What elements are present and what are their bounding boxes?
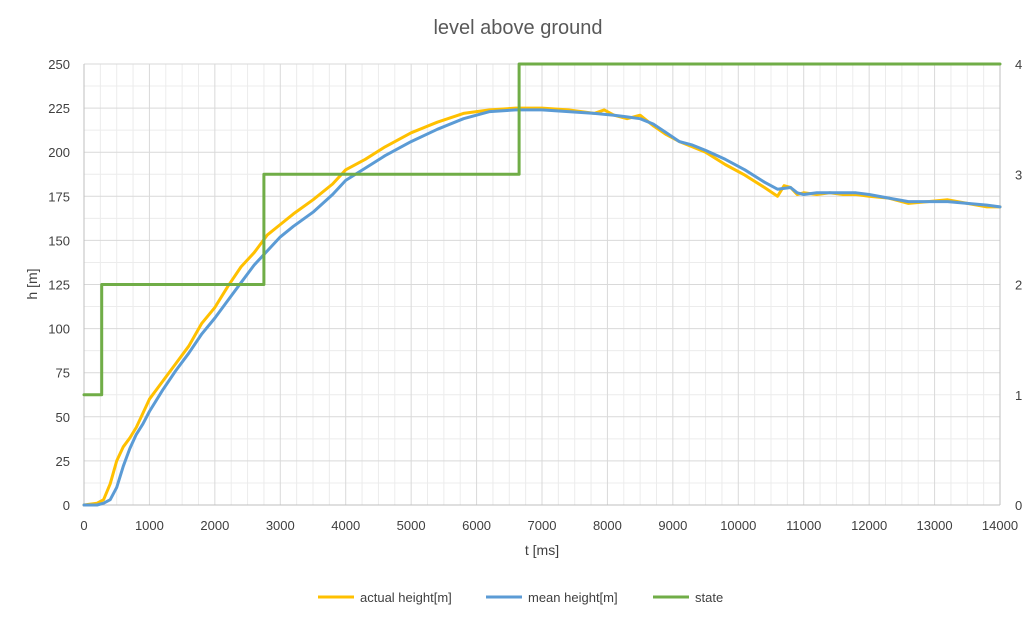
axes — [83, 64, 1001, 506]
y-tick-label: 150 — [48, 233, 70, 248]
y-tick-label: 25 — [56, 454, 70, 469]
x-tick-label: 4000 — [331, 518, 360, 533]
y2-tick-label: 3 — [1015, 167, 1022, 182]
y2-tick-label: 1 — [1015, 388, 1022, 403]
y-tick-label: 75 — [56, 366, 70, 381]
x-tick-label: 11000 — [786, 518, 821, 533]
tick-labels: 0 1000 2000 3000 4000 5000 6000 7000 8000 9000 100… — [48, 57, 1022, 533]
legend-label-state: state — [695, 590, 723, 605]
x-tick-label: 14000 — [982, 518, 1018, 533]
x-tick-label: 3000 — [266, 518, 295, 533]
y-axis-label: h [m] — [24, 268, 40, 299]
y-tick-label: 200 — [48, 145, 70, 160]
x-tick-label: 5000 — [397, 518, 426, 533]
y-tick-label: 50 — [56, 410, 70, 425]
y2-tick-label: 0 — [1015, 498, 1022, 513]
x-tick-label: 13000 — [916, 518, 952, 533]
x-tick-label: 9000 — [658, 518, 687, 533]
legend-label-actual-height: actual height[m] — [360, 590, 452, 605]
y-tick-label: 250 — [48, 57, 70, 72]
y-tick-label: 100 — [48, 322, 70, 337]
x-axis-label: t [ms] — [525, 542, 559, 558]
x-tick-label: 0 — [80, 518, 87, 533]
chart-title: level above ground — [433, 17, 602, 39]
grid — [83, 63, 1001, 506]
y2-tick-label: 4 — [1015, 57, 1022, 72]
series-layer — [82, 62, 1002, 507]
legend: actual height[m] mean height[m] state — [318, 590, 723, 605]
x-tick-label: 7000 — [528, 518, 557, 533]
y2-tick-label: 2 — [1015, 278, 1022, 293]
legend-label-mean-height: mean height[m] — [528, 590, 618, 605]
x-tick-label: 2000 — [200, 518, 229, 533]
y-tick-label: 0 — [63, 498, 70, 513]
y-tick-label: 125 — [48, 278, 70, 293]
x-tick-label: 10000 — [720, 518, 756, 533]
series-line-mean-height — [82, 108, 1002, 507]
x-tick-label: 12000 — [851, 518, 887, 533]
x-tick-label: 8000 — [593, 518, 622, 533]
y-tick-label: 175 — [48, 189, 70, 204]
series-line-state — [82, 62, 1002, 397]
y-tick-label: 225 — [48, 101, 70, 116]
x-tick-label: 1000 — [135, 518, 164, 533]
x-tick-label: 6000 — [462, 518, 491, 533]
